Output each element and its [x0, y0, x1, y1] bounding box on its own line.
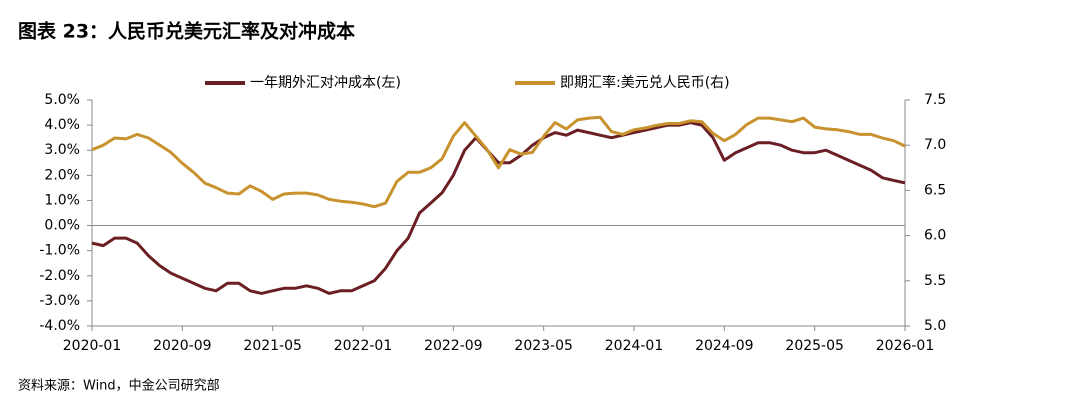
y2-tick-label: 7.5 — [924, 92, 946, 108]
y-tick-label: 5.0% — [44, 92, 80, 108]
chart-title: 图表 23：人民币兑美元汇率及对冲成本 — [18, 20, 355, 43]
y2-tick-label: 6.0 — [924, 228, 946, 244]
y-tick-label: 1.0% — [44, 192, 80, 208]
x-tick-label: 2020-01 — [63, 338, 122, 354]
y2-tick-label: 6.5 — [924, 182, 946, 198]
legend-label: 即期汇率:美元兑人民币(右) — [560, 74, 730, 91]
x-tick-label: 2022-01 — [334, 338, 393, 354]
y-tick-label: -3.0% — [39, 293, 80, 309]
x-tick-label: 2024-09 — [695, 338, 754, 354]
x-tick-label: 2024-01 — [605, 338, 664, 354]
y-tick-label: -2.0% — [39, 268, 80, 284]
legend-label: 一年期外汇对冲成本(左) — [250, 75, 401, 91]
y2-tick-label: 5.5 — [924, 273, 946, 289]
y-tick-label: 3.0% — [44, 142, 80, 158]
y-tick-label: -4.0% — [39, 318, 80, 334]
y2-tick-label: 5.0 — [924, 318, 946, 334]
x-tick-label: 2026-01 — [876, 338, 935, 354]
series-line — [91, 121, 906, 295]
x-tick-label: 2021-05 — [243, 338, 302, 354]
y-tick-label: 0.0% — [44, 218, 80, 234]
series-line — [91, 115, 906, 209]
x-tick-label: 2023-05 — [514, 338, 573, 354]
x-tick-label: 2025-05 — [785, 338, 844, 354]
source-note: 资料来源：Wind，中金公司研究部 — [18, 378, 220, 394]
y-tick-label: 4.0% — [44, 117, 80, 133]
x-tick-label: 2020-09 — [153, 338, 212, 354]
x-tick-label: 2022-09 — [424, 338, 483, 354]
y2-tick-label: 7.0 — [924, 137, 946, 153]
y-tick-label: 2.0% — [44, 167, 80, 183]
y-tick-label: -1.0% — [39, 243, 80, 259]
